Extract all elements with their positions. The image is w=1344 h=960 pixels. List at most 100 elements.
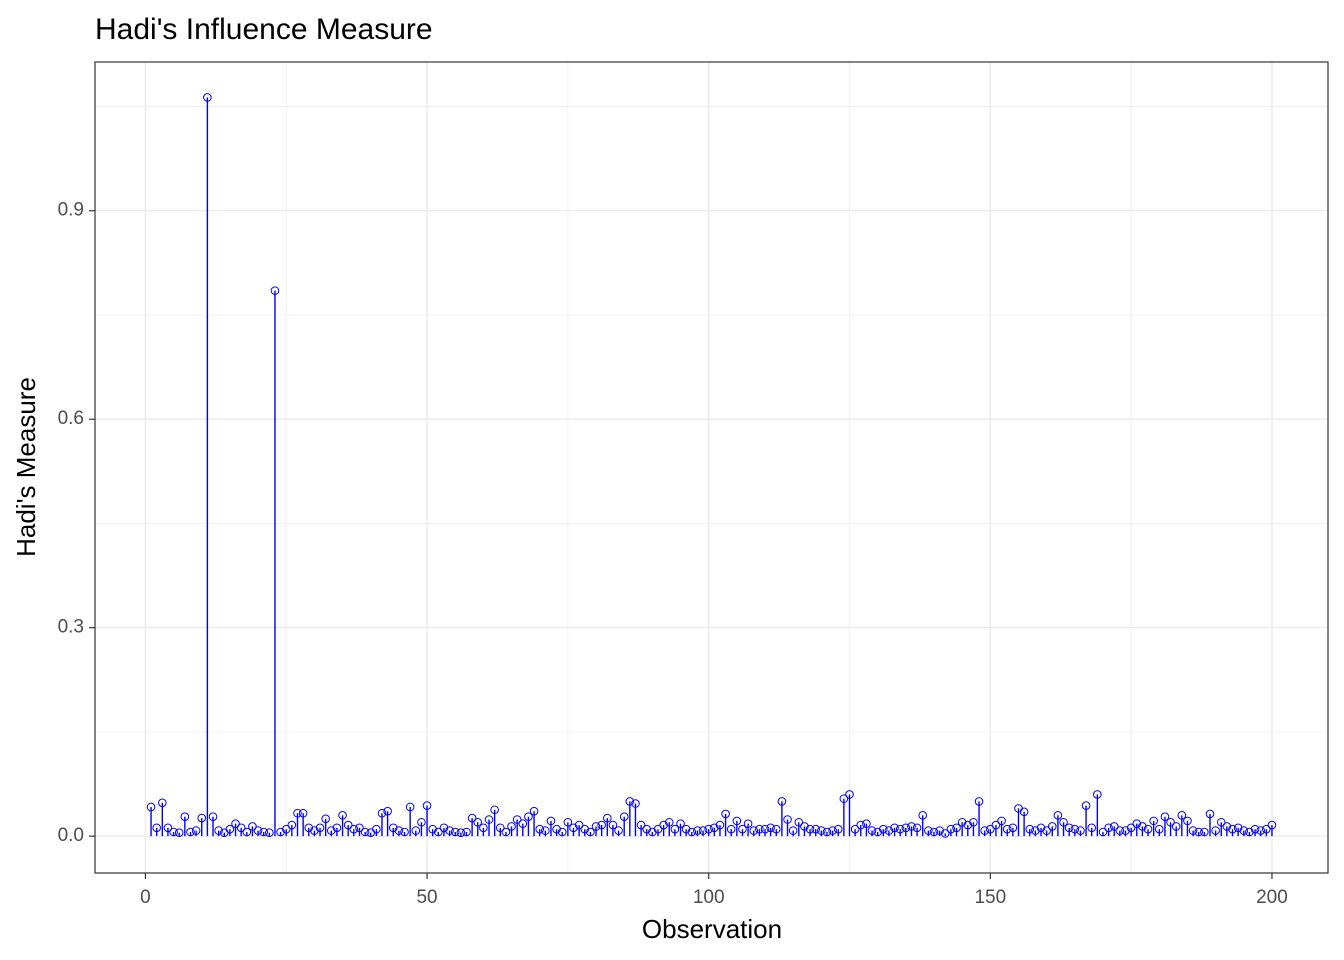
point: [980, 826, 989, 835]
point: [242, 827, 252, 837]
point: [1098, 827, 1108, 837]
point: [828, 826, 837, 835]
point: [749, 826, 759, 835]
point: [760, 824, 770, 834]
point: [1228, 824, 1237, 834]
point: [794, 817, 804, 827]
point: [174, 828, 184, 837]
point: [1171, 822, 1181, 831]
point: [1155, 824, 1164, 834]
point: [1121, 826, 1130, 835]
point: [670, 824, 680, 834]
point: [726, 824, 736, 834]
point: [1104, 823, 1113, 833]
point: [586, 827, 595, 837]
point: [383, 806, 392, 816]
point: [884, 826, 894, 835]
point: [450, 827, 460, 837]
point: [918, 811, 928, 820]
point: [625, 797, 635, 806]
point: [1177, 811, 1187, 820]
point: [490, 805, 499, 815]
point: [158, 798, 167, 808]
point: [388, 823, 398, 833]
point: [214, 826, 223, 835]
point: [969, 817, 978, 827]
point: [698, 826, 708, 835]
point: [867, 826, 877, 835]
point: [1087, 823, 1097, 833]
point: [681, 824, 691, 834]
point: [1233, 823, 1243, 833]
point: [817, 826, 826, 835]
point: [839, 794, 849, 803]
point: [653, 824, 663, 834]
point: [546, 816, 556, 826]
x-tick-label: 200: [1256, 887, 1288, 908]
point: [1008, 823, 1018, 833]
point: [935, 826, 944, 835]
point: [422, 801, 432, 810]
point: [557, 827, 567, 837]
point: [236, 823, 246, 833]
point: [929, 827, 939, 837]
point: [991, 820, 1001, 830]
point: [146, 802, 156, 812]
point: [304, 823, 314, 833]
point: [912, 823, 922, 833]
y-tick-label: 0.6: [58, 408, 84, 429]
point: [1059, 817, 1068, 827]
point: [253, 826, 263, 835]
point: [563, 817, 573, 827]
point: [676, 819, 685, 828]
point: [467, 813, 477, 823]
point: [343, 820, 353, 830]
point: [1042, 826, 1051, 835]
point: [541, 826, 550, 835]
point: [704, 824, 713, 834]
point: [963, 820, 973, 830]
point: [1262, 824, 1271, 834]
point: [1070, 824, 1080, 834]
point: [479, 823, 488, 833]
point: [878, 824, 888, 834]
point: [710, 823, 719, 833]
point: [569, 823, 578, 833]
point: [1064, 823, 1074, 833]
point: [907, 822, 916, 831]
point: [428, 824, 437, 834]
point: [315, 823, 325, 833]
point: [1160, 812, 1170, 822]
point: [895, 824, 905, 834]
point: [659, 820, 668, 830]
point: [856, 820, 866, 830]
point: [473, 817, 483, 827]
point: [1002, 824, 1012, 834]
point: [1216, 817, 1226, 827]
point: [631, 799, 640, 808]
point: [873, 827, 882, 837]
y-tick-label: 0.0: [58, 825, 84, 846]
point: [755, 824, 764, 834]
point: [484, 815, 494, 824]
point: [231, 819, 240, 828]
point: [445, 826, 454, 835]
point: [248, 822, 257, 831]
point: [394, 826, 404, 835]
point: [597, 820, 606, 830]
point: [355, 823, 364, 833]
point: [1138, 822, 1147, 831]
point: [349, 824, 359, 834]
point: [788, 826, 798, 835]
point: [1019, 807, 1029, 817]
point: [203, 93, 212, 102]
point: [293, 808, 302, 818]
y-axis-label: Hadi's Measure: [11, 377, 41, 557]
point: [608, 820, 618, 830]
point: [997, 816, 1006, 826]
point: [1205, 809, 1215, 819]
point: [417, 817, 426, 827]
point: [732, 816, 742, 826]
point: [822, 827, 832, 837]
point: [360, 827, 370, 837]
